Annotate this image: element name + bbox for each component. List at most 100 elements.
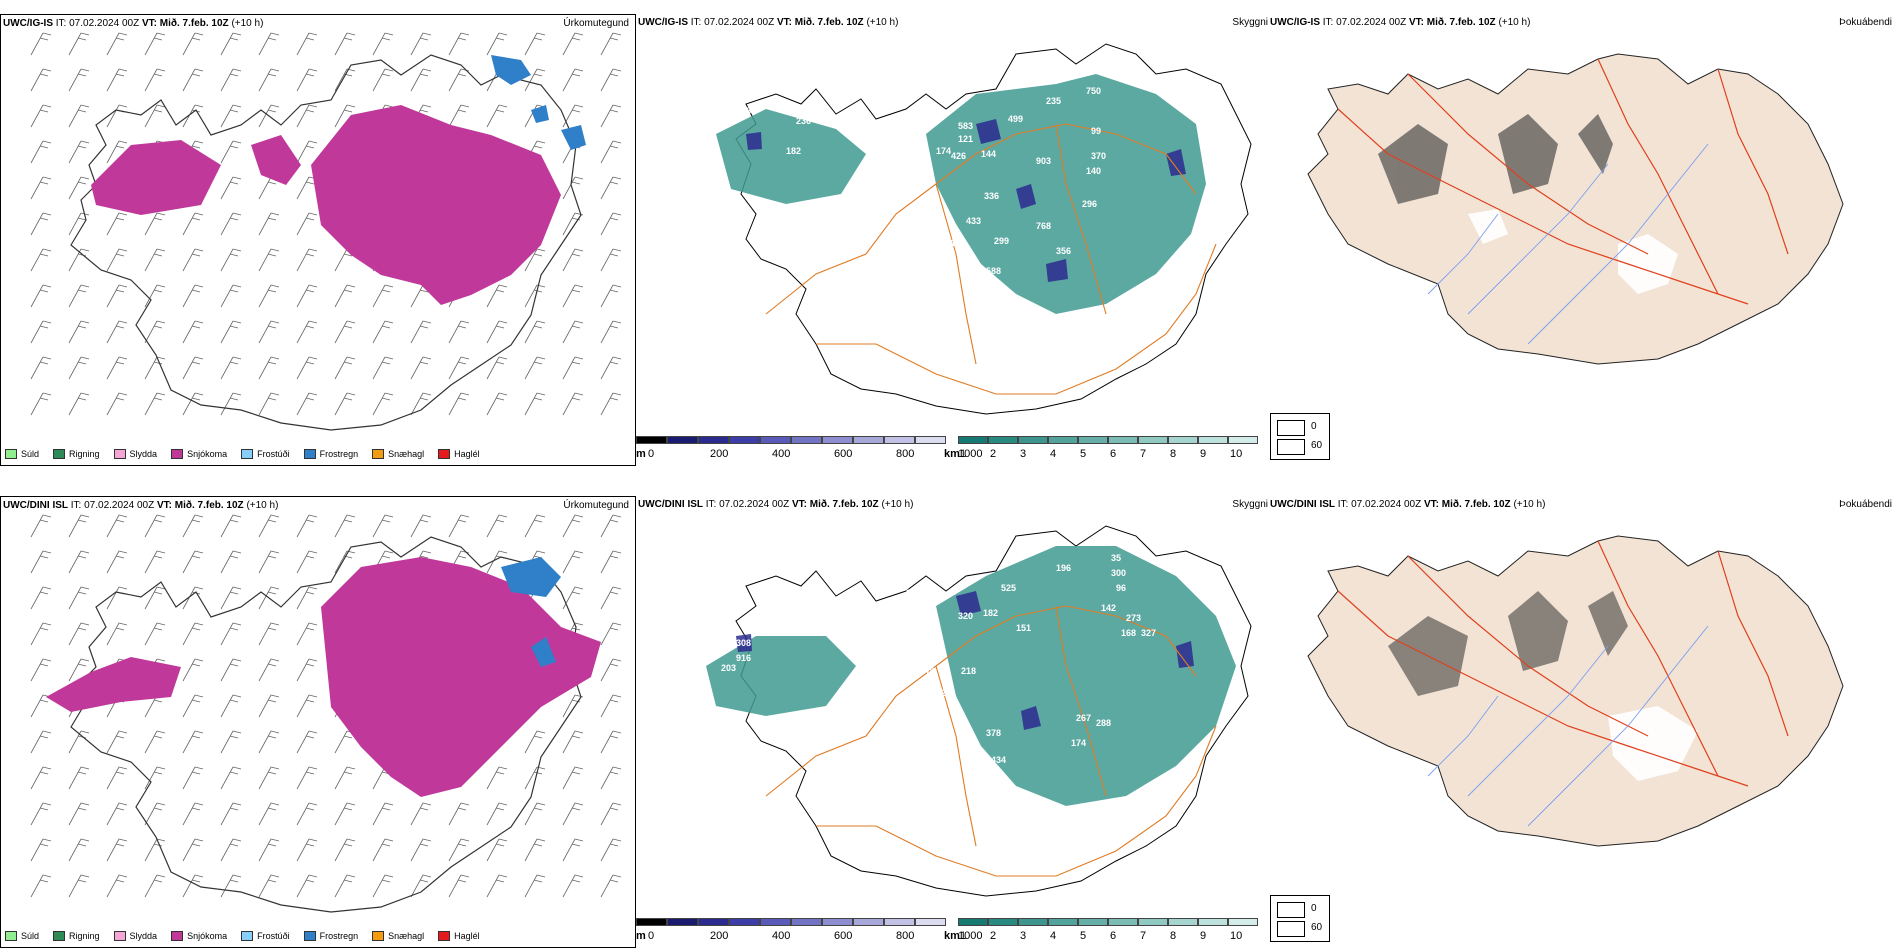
visibility-value-label: 35 <box>1111 553 1121 563</box>
wind-barb <box>410 32 432 56</box>
colorbar-segment <box>1108 918 1138 926</box>
colorbar-segment <box>853 436 884 444</box>
precip-legend: Súld Rigning Slydda Snjókoma Frostúði Frostre… <box>5 449 480 459</box>
legend-item: Snjókoma <box>171 931 227 941</box>
wind-barb <box>486 874 508 898</box>
colorbar-segment <box>988 918 1018 926</box>
wind-barb <box>30 248 52 272</box>
wind-barb <box>562 248 584 272</box>
wind-barb <box>106 874 128 898</box>
visibility-value-label: 393 <box>906 588 921 598</box>
wind-barb <box>106 104 128 128</box>
wind-barb <box>562 284 584 308</box>
wind-barb <box>448 32 470 56</box>
panel-header: UWC/DINI ISL IT: 07.02.2024 00Z VT: Mið.… <box>3 500 279 511</box>
legend-label: Snæhagl <box>388 449 425 459</box>
wind-barb <box>220 140 242 164</box>
colorbar-segment <box>915 436 946 444</box>
visibility-fog <box>716 74 1206 314</box>
wind-barb <box>296 694 318 718</box>
wind-barb <box>30 140 52 164</box>
wind-barb <box>486 284 508 308</box>
wind-barb <box>182 514 204 538</box>
wind-barb <box>182 248 204 272</box>
colorbar-tick: 5 <box>1080 930 1087 942</box>
visibility-value-label: 253 <box>741 106 756 116</box>
fog-map-2 <box>1307 535 1844 847</box>
panel-title: Úrkomutegund <box>563 500 629 511</box>
wind-barb <box>258 356 280 380</box>
wind-barb <box>106 586 128 610</box>
wind-barb <box>372 874 394 898</box>
panel-title: Þokuábendi <box>1839 17 1892 28</box>
colorbar-segment <box>729 918 760 926</box>
legend-item: Frostúði <box>241 449 290 459</box>
legend-item: Frostregn <box>303 931 358 941</box>
wind-barb <box>562 874 584 898</box>
wind-barb <box>448 392 470 416</box>
wind-barb <box>524 392 546 416</box>
precip-map-1 <box>30 32 622 431</box>
wind-barb <box>182 658 204 682</box>
visibility-value-label: 433 <box>966 216 981 226</box>
wind-barb <box>258 68 280 92</box>
wind-barb <box>562 32 584 56</box>
wind-barb <box>220 730 242 754</box>
colorbar-segment <box>1228 918 1258 926</box>
wind-barb <box>372 284 394 308</box>
wind-barb <box>296 212 318 236</box>
wind-barb <box>182 284 204 308</box>
wind-barb <box>296 514 318 538</box>
wind-barb <box>182 68 204 92</box>
wind-barb <box>486 356 508 380</box>
legend-swatch <box>241 931 254 941</box>
colorbar-segment <box>884 918 915 926</box>
wind-barb <box>258 32 280 56</box>
legend-swatch <box>5 449 17 459</box>
colorbar-segment <box>667 436 698 444</box>
visibility-value-label: 142 <box>1101 603 1116 613</box>
wind-barb <box>486 802 508 826</box>
wind-barb <box>334 284 356 308</box>
wind-barb <box>448 68 470 92</box>
visibility-value-label: 174 <box>1071 738 1086 748</box>
wind-barb <box>258 730 280 754</box>
visibility-value-label: 199 <box>716 91 731 101</box>
wind-barb <box>30 838 52 862</box>
wind-barb <box>68 514 90 538</box>
visibility-value-label: 525 <box>1001 583 1016 593</box>
wind-barb <box>600 212 622 236</box>
wind-barb <box>562 586 584 610</box>
visibility-value-label: 144 <box>981 149 996 159</box>
wind-barb <box>334 766 356 790</box>
colorbar-tick: 9 <box>1200 930 1207 942</box>
legend-label: Frostregn <box>319 449 359 459</box>
wind-barb <box>106 766 128 790</box>
colorbar-unit: km <box>944 930 960 942</box>
rivers <box>1427 143 1709 345</box>
colorbar-tick: 6 <box>1110 930 1117 942</box>
wind-barb <box>296 68 318 92</box>
wind-barb <box>106 140 128 164</box>
fog-tick: 0 <box>1311 903 1317 914</box>
legend-label: Snjókoma <box>187 449 228 459</box>
visibility-value-label: 320 <box>958 611 973 621</box>
visibility-value-label: 267 <box>1076 713 1091 723</box>
wind-barb <box>562 392 584 416</box>
wind-barb <box>524 284 546 308</box>
wind-barb <box>296 802 318 826</box>
visibility-value-label: 151 <box>1016 623 1031 633</box>
wind-barb <box>486 766 508 790</box>
wind-barb <box>562 320 584 344</box>
wind-barb <box>334 356 356 380</box>
colorbar-tick: 9 <box>1200 448 1207 460</box>
wind-barb <box>258 622 280 646</box>
visibility-value-label: 99 <box>1091 126 1101 136</box>
precip-map-2 <box>30 514 622 913</box>
wind-barb <box>30 514 52 538</box>
legend-item: Haglél <box>438 931 480 941</box>
wind-barb <box>68 802 90 826</box>
wind-barb <box>372 514 394 538</box>
wind-barb <box>220 284 242 308</box>
wind-barb <box>68 356 90 380</box>
